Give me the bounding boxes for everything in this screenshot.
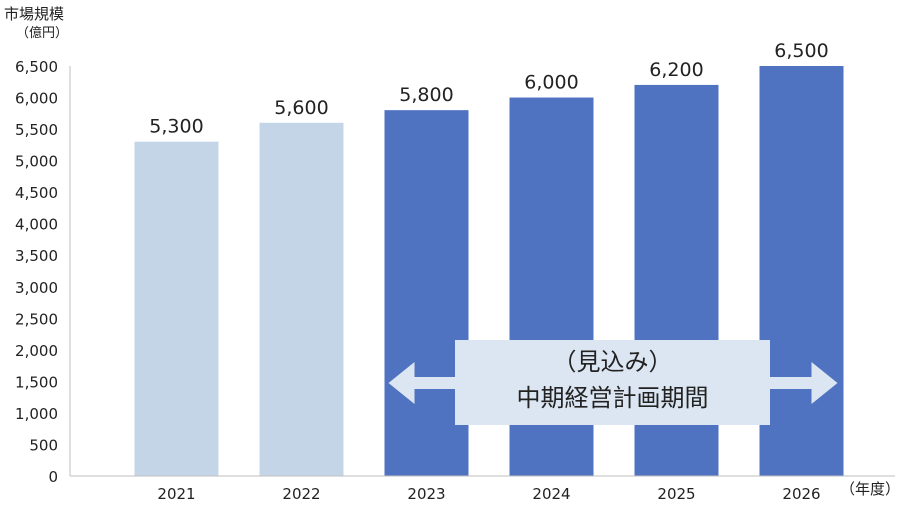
x-tick-label: 2026 <box>782 485 820 503</box>
bar-value-label: 5,300 <box>149 116 203 138</box>
bar-value-label: 6,200 <box>649 59 703 81</box>
x-tick-label: 2022 <box>282 485 320 503</box>
y-tick-label: 3,000 <box>15 279 58 297</box>
bar <box>134 141 219 476</box>
x-tick-label: 2024 <box>532 485 570 503</box>
x-tick-label: 2023 <box>407 485 445 503</box>
y-tick-label: 1,000 <box>15 405 58 423</box>
x-axis-unit: （年度） <box>840 480 900 498</box>
bar <box>759 66 844 476</box>
y-tick-label: 6,500 <box>15 58 58 76</box>
y-tick-label: 5,000 <box>15 153 58 171</box>
y-tick-label: 2,500 <box>15 310 58 328</box>
bar-value-label: 5,800 <box>399 84 453 106</box>
annotation-box <box>455 340 770 425</box>
y-tick-label: 500 <box>29 436 58 454</box>
x-tick-label: 2025 <box>657 485 695 503</box>
bar-value-label: 5,600 <box>274 97 328 119</box>
y-tick-label: 4,000 <box>15 216 58 234</box>
x-tick-label: 2021 <box>157 485 195 503</box>
bar-value-label: 6,000 <box>524 72 578 94</box>
y-axis-unit: （億円） <box>16 26 69 41</box>
annotation-line-2: 中期経営計画期間 <box>517 384 709 412</box>
bar <box>259 122 344 477</box>
y-tick-label: 1,500 <box>15 373 58 391</box>
y-tick-label: 0 <box>48 468 58 486</box>
y-tick-label: 2,000 <box>15 342 58 360</box>
y-tick-label: 6,000 <box>15 90 58 108</box>
bar <box>384 110 469 477</box>
y-tick-label: 3,500 <box>15 247 58 265</box>
bar-value-label: 6,500 <box>774 40 828 62</box>
y-tick-label: 4,500 <box>15 184 58 202</box>
annotation-line-1: （見込み） <box>553 348 673 376</box>
y-tick-label: 5,500 <box>15 121 58 139</box>
y-axis-title: 市場規模 <box>4 5 65 23</box>
